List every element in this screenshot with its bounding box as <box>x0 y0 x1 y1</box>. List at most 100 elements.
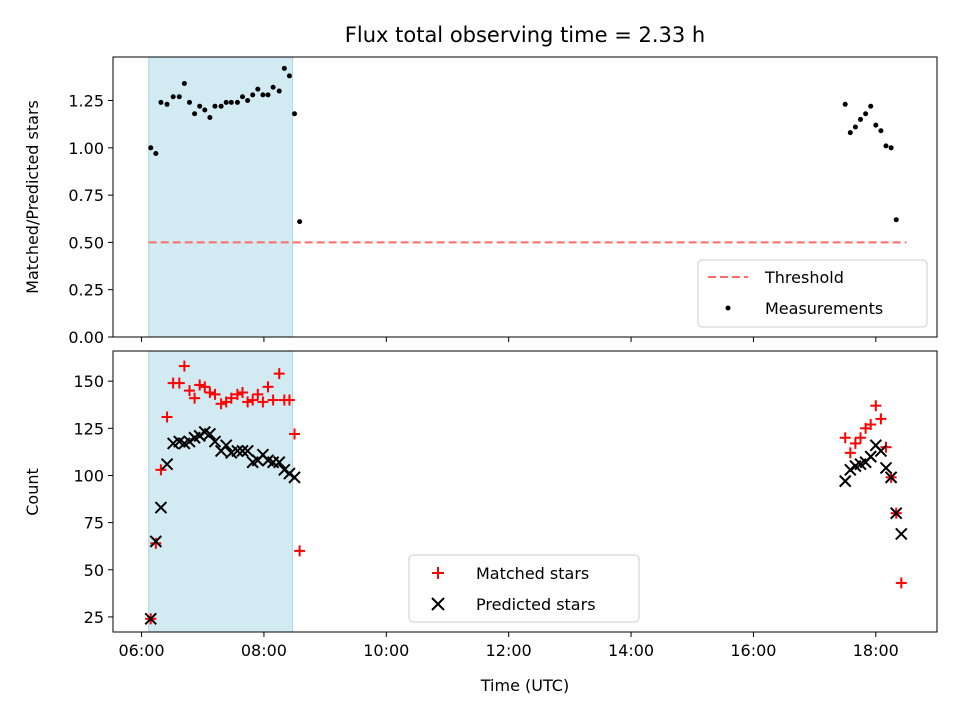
top-axes-frame <box>112 56 938 338</box>
predicted-star-point <box>149 535 163 548</box>
measurement-point <box>265 92 271 98</box>
x-axis-label: Time (UTC) <box>480 676 569 695</box>
measurements-points <box>148 65 899 225</box>
predicted-star-point <box>241 444 254 458</box>
matched-star-point <box>199 381 211 393</box>
x-tick-label: 06:00 <box>118 641 164 660</box>
matched-star-point <box>257 396 269 408</box>
measurement-point <box>276 88 282 94</box>
measurement-point <box>223 99 229 105</box>
y-tick-label: 1.00 <box>68 139 104 158</box>
predicted-star-point <box>144 612 157 626</box>
predicted-star-point <box>231 444 244 458</box>
bottom-y-axis-label: Count <box>23 468 42 516</box>
predicted-star-point <box>895 527 908 541</box>
matched-star-point <box>252 388 264 400</box>
measurement-point <box>893 217 899 223</box>
y-tick-label: 150 <box>73 372 104 391</box>
legend-threshold-label: Threshold <box>764 268 844 287</box>
matched-star-point <box>247 394 259 406</box>
measurement-point <box>202 107 208 113</box>
matched-star-point <box>204 386 216 398</box>
measurement-point <box>170 94 176 100</box>
matched-star-point <box>855 432 867 444</box>
top-y-ticks: 0.00 0.25 0.50 0.75 1.00 1.25 <box>68 92 113 347</box>
bottom-axes-frame <box>112 350 938 633</box>
measurement-point <box>255 86 261 92</box>
matched-star-point <box>161 411 173 423</box>
predicted-star-point <box>273 456 286 469</box>
measurement-point <box>852 124 858 130</box>
matched-star-point <box>231 388 243 400</box>
matched-star-point <box>849 437 861 449</box>
measurement-point <box>240 94 246 100</box>
measurement-point <box>842 101 848 107</box>
predicted-star-point <box>208 435 222 448</box>
x-tick-label: 10:00 <box>363 641 409 660</box>
legend-matched-swatch <box>432 567 444 579</box>
matched-star-point <box>895 577 907 589</box>
top-observing-window-shade <box>148 56 293 338</box>
measurement-point <box>192 111 198 117</box>
measurement-point <box>212 103 218 109</box>
matched-star-point <box>273 368 285 380</box>
predicted-star-point <box>236 444 249 458</box>
predicted-star-point <box>154 501 168 514</box>
predicted-star-point <box>203 427 217 441</box>
measurement-point <box>863 111 869 117</box>
bottom-observing-window-shade <box>148 350 293 633</box>
measurement-point <box>207 115 213 121</box>
predicted-star-point <box>864 450 877 463</box>
matched-star-point <box>209 388 221 400</box>
predicted-star-point <box>288 471 301 484</box>
measurement-point <box>847 130 853 136</box>
measurement-point <box>234 99 240 105</box>
matched-star-point <box>155 464 167 476</box>
matched-star-point <box>283 394 295 406</box>
y-tick-label: 25 <box>84 608 104 627</box>
bottom-y-ticks: 25 50 75 100 125 150 <box>73 372 113 627</box>
matched-star-point <box>875 413 887 425</box>
y-tick-label: 0.25 <box>68 281 104 300</box>
matched-star-point <box>237 386 249 398</box>
x-tick-label: 18:00 <box>853 641 899 660</box>
bottom-legend-box <box>408 554 640 623</box>
measurement-point <box>883 143 889 149</box>
y-tick-label: 100 <box>73 466 104 485</box>
matched-star-point <box>839 432 851 444</box>
matched-star-point <box>215 398 227 410</box>
measurement-point <box>153 150 159 156</box>
y-tick-label: 0.00 <box>68 328 104 347</box>
x-tick-label: 14:00 <box>608 641 654 660</box>
measurement-point <box>297 219 303 225</box>
legend-measurements-label: Measurements <box>765 299 883 318</box>
predicted-star-point <box>219 439 233 452</box>
measurement-point <box>878 128 884 134</box>
measurement-point <box>260 92 266 98</box>
matched-star-point <box>242 396 254 408</box>
x-tick-label: 08:00 <box>241 641 287 660</box>
measurement-point <box>270 84 276 90</box>
measurement-point <box>164 101 170 107</box>
chart-title: Flux total observing time = 2.33 h <box>345 23 705 47</box>
measurement-point <box>186 99 192 105</box>
predicted-star-point <box>884 471 898 484</box>
top-legend: Threshold Measurements <box>697 259 928 328</box>
y-tick-label: 125 <box>73 419 104 438</box>
predicted-star-point <box>879 461 893 475</box>
y-tick-label: 50 <box>84 561 104 580</box>
measurement-point <box>286 73 292 79</box>
bottom-panel: 25 50 75 100 125 150 06:00 08:00 10:00 12:00 14:0… <box>23 350 938 695</box>
matched-star-point <box>173 377 185 389</box>
predicted-star-point <box>890 506 903 520</box>
top-legend-box <box>697 259 928 328</box>
matched-star-point <box>150 537 162 549</box>
bottom-x-ticks: 06:00 08:00 10:00 12:00 14:00 16:00 18:00 <box>118 632 899 660</box>
matched-star-point <box>262 381 274 393</box>
matched-star-point <box>183 385 195 397</box>
predicted-star-point <box>160 457 174 471</box>
matched-star-point <box>194 379 206 391</box>
measurement-point <box>158 99 164 105</box>
top-panel: 0.00 0.25 0.50 0.75 1.00 1.25 Flux total obse… <box>23 23 938 347</box>
